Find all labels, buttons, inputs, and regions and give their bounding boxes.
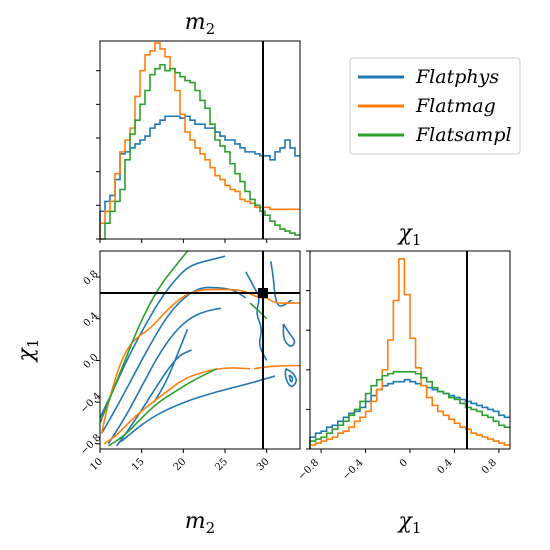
legend-label-flatmag: Flatmag: [415, 95, 496, 117]
m2-histogram-frame: [99, 40, 301, 240]
panel-chi1-histogram: −0.8 −0.4 0 0.4 0.8 χ1 χ1: [296, 221, 511, 537]
xlabel-m2: m2: [185, 509, 215, 537]
x-tick-label: 25: [213, 456, 230, 473]
contour-line-flatmag: [266, 297, 300, 304]
contour-line-flatsampl: [249, 302, 268, 320]
hist-line-flatsampl: [309, 370, 510, 449]
x-tick-label: −0.4: [341, 457, 366, 482]
x-tick-label: 0: [398, 457, 410, 469]
x-tick-label: 15: [130, 456, 147, 473]
legend-box: [349, 57, 521, 155]
legend-label-flatsampl: Flatsampl: [415, 124, 512, 146]
contour-line-flatsampl: [107, 368, 218, 447]
y-tick-label: 0.4: [82, 310, 101, 329]
contour-line-flatmag: [254, 364, 300, 370]
ylabel-chi1: χ1: [14, 339, 42, 364]
legend: Flatphys Flatmag Flatsampl: [349, 57, 521, 155]
panel-m2-histogram: m2: [96, 10, 301, 243]
contour-line-flatphys: [100, 255, 226, 419]
x-tick-label: −0.8: [296, 457, 321, 482]
chi1-histogram-frame: [309, 250, 511, 450]
title-m2: m2: [185, 10, 215, 38]
hist-line-flatphys: [309, 378, 510, 449]
contour-line-flatphys: [107, 307, 221, 445]
m2-histogram-series: [99, 42, 300, 240]
x-tick-label: 20: [172, 456, 189, 473]
contour-line-flatphys: [120, 375, 276, 443]
contour-line-flatphys: [270, 261, 293, 307]
contour-line-flatmag: [100, 288, 267, 434]
title-chi1: χ1: [397, 221, 422, 249]
x-tick-label: 10: [88, 456, 105, 473]
contour-line-flatsampl: [100, 251, 189, 424]
contour-line-flatphys: [282, 323, 296, 347]
x-tick-label: 0.4: [436, 457, 455, 476]
legend-label-flatphys: Flatphys: [415, 66, 499, 88]
hist-line-flatmag: [309, 258, 510, 449]
xlabel-chi1: χ1: [397, 509, 422, 537]
contour-series: [100, 251, 300, 447]
m2-histogram-ticks: [96, 70, 268, 243]
contour-line-flatphys: [284, 368, 298, 388]
truth-marker: [258, 288, 268, 298]
contour-line-flatmag: [103, 367, 251, 445]
x-tick-label: 30: [255, 456, 272, 473]
y-tick-label: 0.8: [82, 269, 101, 288]
hist-line-flatsampl: [100, 63, 300, 240]
contour-line-flatphys: [100, 286, 247, 434]
x-tick-label: 0.8: [480, 457, 499, 476]
chi1-histogram-series: [309, 258, 510, 449]
contour-line-flatphys: [245, 271, 268, 361]
chi1-histogram-ticks: −0.8 −0.4 0 0.4 0.8: [296, 250, 500, 482]
contour-line-flatphys: [288, 374, 294, 383]
contour-frame: [99, 250, 301, 450]
panel-contour-m2-chi1: 10 15 20 25 30−0.8−0.40.00.40.8 χ1 m2: [14, 250, 301, 537]
y-tick-label: 0.0: [82, 352, 101, 371]
